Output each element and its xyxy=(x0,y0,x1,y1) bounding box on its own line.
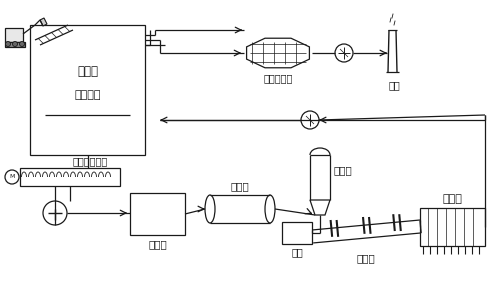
Circle shape xyxy=(335,44,353,62)
Circle shape xyxy=(43,201,67,225)
Polygon shape xyxy=(246,38,309,68)
Text: 双螺旋给料机: 双螺旋给料机 xyxy=(73,156,108,166)
Bar xyxy=(130,193,185,235)
Text: 污泥仓: 污泥仓 xyxy=(77,65,98,78)
Circle shape xyxy=(13,42,18,47)
Bar xyxy=(5,42,25,47)
Text: M: M xyxy=(9,175,15,179)
Text: 造粒机: 造粒机 xyxy=(148,239,167,249)
Bar xyxy=(282,222,312,244)
Circle shape xyxy=(5,42,10,47)
Text: 烟囱: 烟囱 xyxy=(388,80,400,90)
Polygon shape xyxy=(40,18,47,26)
Text: 篦冷机: 篦冷机 xyxy=(442,194,463,204)
Bar xyxy=(30,25,145,155)
Text: 活性炭除臭: 活性炭除臭 xyxy=(263,73,293,83)
Text: 液压滑架: 液压滑架 xyxy=(74,90,101,100)
Ellipse shape xyxy=(205,195,215,223)
Bar xyxy=(5,28,23,42)
Circle shape xyxy=(5,170,19,184)
Bar xyxy=(20,168,120,186)
Bar xyxy=(420,208,485,246)
Circle shape xyxy=(20,42,25,47)
Text: 烟室: 烟室 xyxy=(291,247,303,257)
Ellipse shape xyxy=(265,195,275,223)
Circle shape xyxy=(301,111,319,129)
Text: 分解炉: 分解炉 xyxy=(333,165,352,175)
Polygon shape xyxy=(310,200,330,215)
Text: 干燥机: 干燥机 xyxy=(231,181,249,191)
Text: 回转窑: 回转窑 xyxy=(357,253,375,263)
